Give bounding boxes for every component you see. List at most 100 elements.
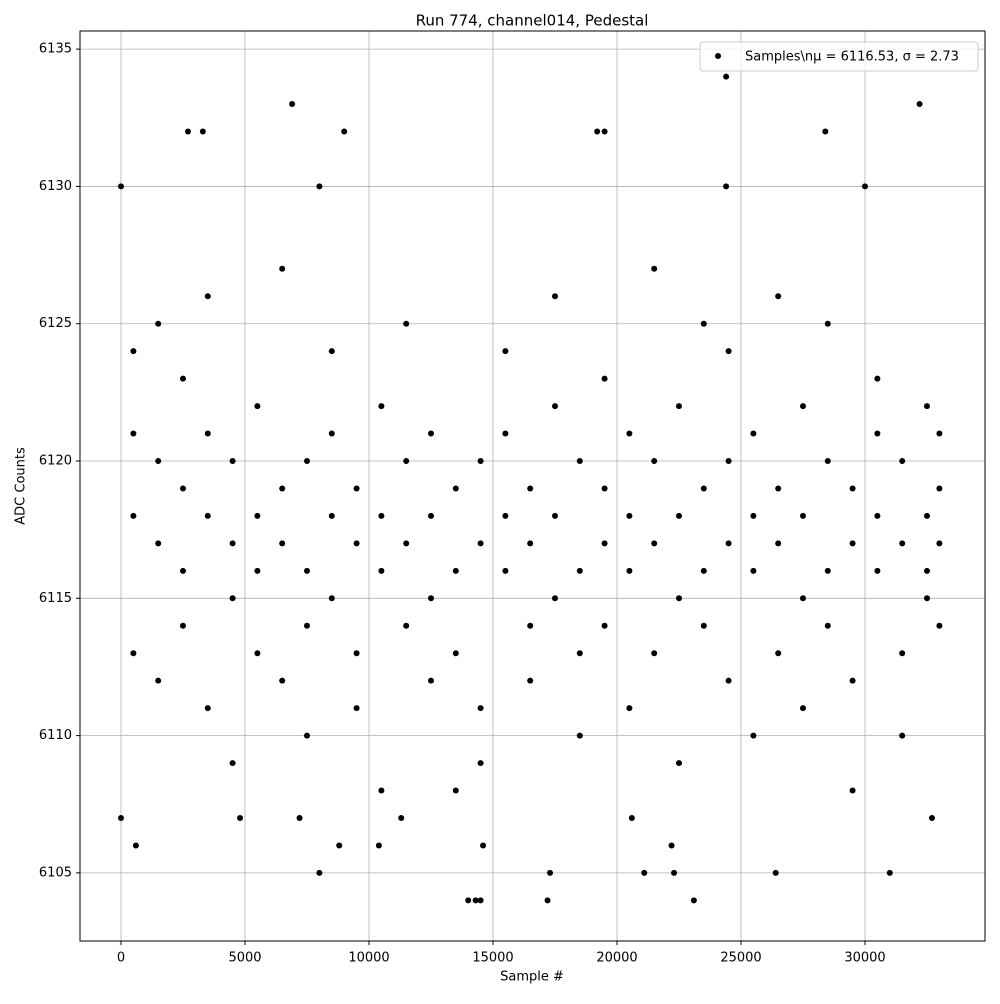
y-tick-label: 6130: [39, 179, 72, 194]
point: [551, 512, 558, 519]
point: [199, 128, 206, 135]
x-tick-label: 10000: [348, 951, 389, 966]
point: [328, 430, 335, 437]
point: [849, 787, 856, 794]
point: [155, 320, 162, 327]
point: [671, 869, 678, 876]
point: [353, 485, 360, 492]
point: [923, 567, 930, 574]
point: [799, 512, 806, 519]
point: [916, 101, 923, 108]
point: [576, 650, 583, 657]
point: [477, 760, 484, 767]
point: [303, 732, 310, 739]
point: [130, 430, 137, 437]
point: [254, 403, 261, 410]
point: [923, 403, 930, 410]
point: [601, 540, 608, 547]
y-tick-label: 6135: [39, 42, 72, 57]
point: [690, 897, 697, 904]
point: [316, 869, 323, 876]
point: [303, 567, 310, 574]
point: [179, 567, 186, 574]
point: [750, 512, 757, 519]
point: [130, 348, 137, 355]
point: [601, 485, 608, 492]
point: [601, 375, 608, 382]
point: [750, 567, 757, 574]
point: [403, 458, 410, 465]
point: [628, 814, 635, 821]
point: [204, 705, 211, 712]
point: [296, 814, 303, 821]
point: [936, 485, 943, 492]
x-axis-label: Sample #: [500, 970, 564, 985]
point: [799, 403, 806, 410]
point: [544, 897, 551, 904]
point: [316, 183, 323, 190]
point: [899, 540, 906, 547]
point: [874, 512, 881, 519]
point: [477, 458, 484, 465]
point: [184, 128, 191, 135]
point: [576, 458, 583, 465]
point: [452, 485, 459, 492]
point: [626, 430, 633, 437]
point: [179, 485, 186, 492]
point: [799, 705, 806, 712]
point: [427, 677, 434, 684]
point: [923, 512, 930, 519]
legend: [699, 41, 979, 72]
x-tick-label: 5000: [228, 951, 261, 966]
point: [725, 458, 732, 465]
point: [723, 73, 730, 80]
point: [675, 512, 682, 519]
x-tick-label: 20000: [596, 951, 637, 966]
point: [378, 512, 385, 519]
point: [204, 293, 211, 300]
chart-title: Run 774, channel014, Pedestal: [416, 12, 649, 30]
point: [353, 705, 360, 712]
point: [353, 540, 360, 547]
y-tick-label: 6115: [39, 591, 72, 606]
point: [576, 567, 583, 574]
point: [626, 567, 633, 574]
point: [229, 458, 236, 465]
point: [928, 814, 935, 821]
point: [700, 320, 707, 327]
point: [700, 567, 707, 574]
point: [452, 650, 459, 657]
point: [799, 595, 806, 602]
plot-frame: [79, 30, 986, 942]
point: [204, 430, 211, 437]
point: [923, 595, 930, 602]
point: [303, 622, 310, 629]
point: [651, 265, 658, 272]
point: [626, 705, 633, 712]
point: [279, 540, 286, 547]
point: [378, 567, 385, 574]
point: [772, 869, 779, 876]
point: [254, 650, 261, 657]
point: [353, 650, 360, 657]
point: [594, 128, 601, 135]
point: [725, 540, 732, 547]
point: [700, 485, 707, 492]
point: [502, 348, 509, 355]
point: [289, 101, 296, 108]
point: [155, 677, 162, 684]
point: [668, 842, 675, 849]
point: [849, 540, 856, 547]
point: [936, 622, 943, 629]
point: [822, 128, 829, 135]
point: [725, 348, 732, 355]
point: [899, 732, 906, 739]
point: [336, 842, 343, 849]
point: [775, 540, 782, 547]
point: [155, 458, 162, 465]
point: [254, 512, 261, 519]
point: [651, 540, 658, 547]
point: [899, 458, 906, 465]
point: [117, 814, 124, 821]
